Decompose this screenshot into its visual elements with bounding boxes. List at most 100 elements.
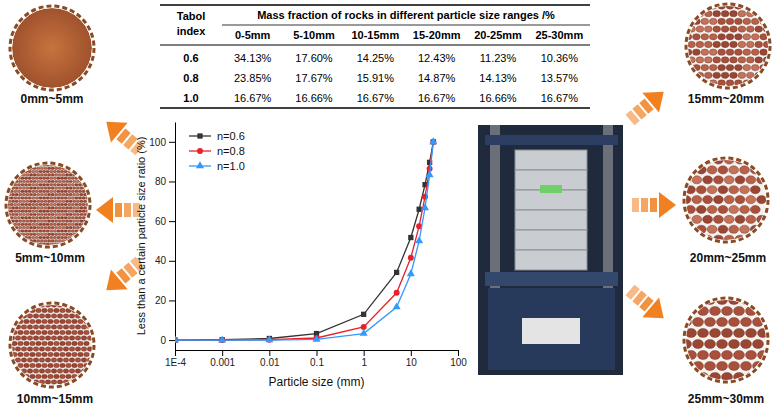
rock xyxy=(50,177,53,180)
rock xyxy=(40,193,43,196)
rock xyxy=(684,18,692,24)
rock xyxy=(738,72,746,78)
rock xyxy=(17,164,20,167)
arrow-head xyxy=(642,297,672,328)
y-tick: 100 xyxy=(149,137,175,148)
rock xyxy=(40,200,43,203)
rock xyxy=(718,166,728,174)
rock xyxy=(24,330,30,335)
rock xyxy=(57,336,63,341)
rock xyxy=(58,226,61,229)
x-tick-mark xyxy=(222,350,223,356)
rock xyxy=(709,64,717,70)
y-tick: 60 xyxy=(155,216,175,227)
figure: 0mm~5mm5mm~10mm10mm~15mm15mm~20mm20mm~25… xyxy=(0,0,780,411)
arrow-head xyxy=(98,112,128,143)
rock xyxy=(45,380,51,385)
rock xyxy=(758,373,769,382)
rock xyxy=(65,233,68,236)
rock xyxy=(21,197,24,200)
rock xyxy=(58,213,61,216)
rock xyxy=(54,352,60,357)
rock xyxy=(724,176,734,184)
rock xyxy=(30,363,36,368)
rock xyxy=(35,197,38,200)
legend-marker xyxy=(197,133,202,138)
rock xyxy=(57,380,63,385)
rock xyxy=(53,183,56,186)
y-tick: 40 xyxy=(155,255,175,266)
rock xyxy=(729,186,739,194)
rock xyxy=(692,235,702,243)
rock xyxy=(30,352,36,357)
series-marker xyxy=(312,335,320,342)
rock xyxy=(75,203,78,206)
rock xyxy=(33,220,36,223)
rock xyxy=(44,193,47,196)
rock xyxy=(15,226,18,229)
arrow-head xyxy=(642,82,672,113)
rock xyxy=(22,220,25,223)
rock xyxy=(741,318,752,327)
rock xyxy=(69,314,75,319)
table-cell: 13.57% xyxy=(541,72,579,84)
rock xyxy=(55,193,58,196)
rock xyxy=(8,207,11,210)
rock xyxy=(73,240,76,243)
rock xyxy=(53,197,56,200)
rock xyxy=(83,233,86,236)
rock xyxy=(48,341,54,346)
rock xyxy=(60,223,63,226)
rock xyxy=(743,49,751,55)
rock xyxy=(33,226,36,229)
rock xyxy=(57,325,63,330)
rock xyxy=(21,243,24,246)
rock xyxy=(30,341,36,346)
rock xyxy=(35,230,38,233)
rock xyxy=(730,41,738,47)
rock xyxy=(66,374,72,379)
rock xyxy=(53,236,56,239)
rock xyxy=(29,193,32,196)
rock xyxy=(707,166,717,174)
rock xyxy=(760,3,768,9)
rock xyxy=(78,223,81,226)
rock xyxy=(22,193,25,196)
rock xyxy=(738,11,746,17)
rock xyxy=(33,358,39,363)
rock xyxy=(53,177,56,180)
series-marker xyxy=(408,235,413,240)
rock xyxy=(22,207,25,210)
rock xyxy=(734,307,745,316)
rock xyxy=(693,296,704,305)
rock xyxy=(82,197,85,200)
table-cell: 17.67% xyxy=(295,72,333,84)
rock xyxy=(19,240,22,243)
rock xyxy=(24,243,27,246)
rock xyxy=(51,336,57,341)
rock xyxy=(55,240,58,243)
rock xyxy=(10,216,13,219)
rock xyxy=(57,177,60,180)
rock xyxy=(51,207,54,210)
rock xyxy=(62,174,65,177)
rock xyxy=(755,26,763,32)
rock xyxy=(36,330,42,335)
rock xyxy=(11,213,14,216)
rock xyxy=(73,220,76,223)
rock xyxy=(69,220,72,223)
rock xyxy=(24,230,27,233)
rock xyxy=(28,216,31,219)
photo-ground xyxy=(12,305,92,385)
rock xyxy=(30,374,36,379)
rock xyxy=(14,216,17,219)
rock xyxy=(28,183,31,186)
rock xyxy=(10,190,13,193)
rock xyxy=(33,207,36,210)
rock xyxy=(15,193,18,196)
rock xyxy=(69,358,75,363)
series-marker xyxy=(416,207,421,212)
rock xyxy=(82,190,85,193)
rock xyxy=(80,193,83,196)
rock xyxy=(19,220,22,223)
